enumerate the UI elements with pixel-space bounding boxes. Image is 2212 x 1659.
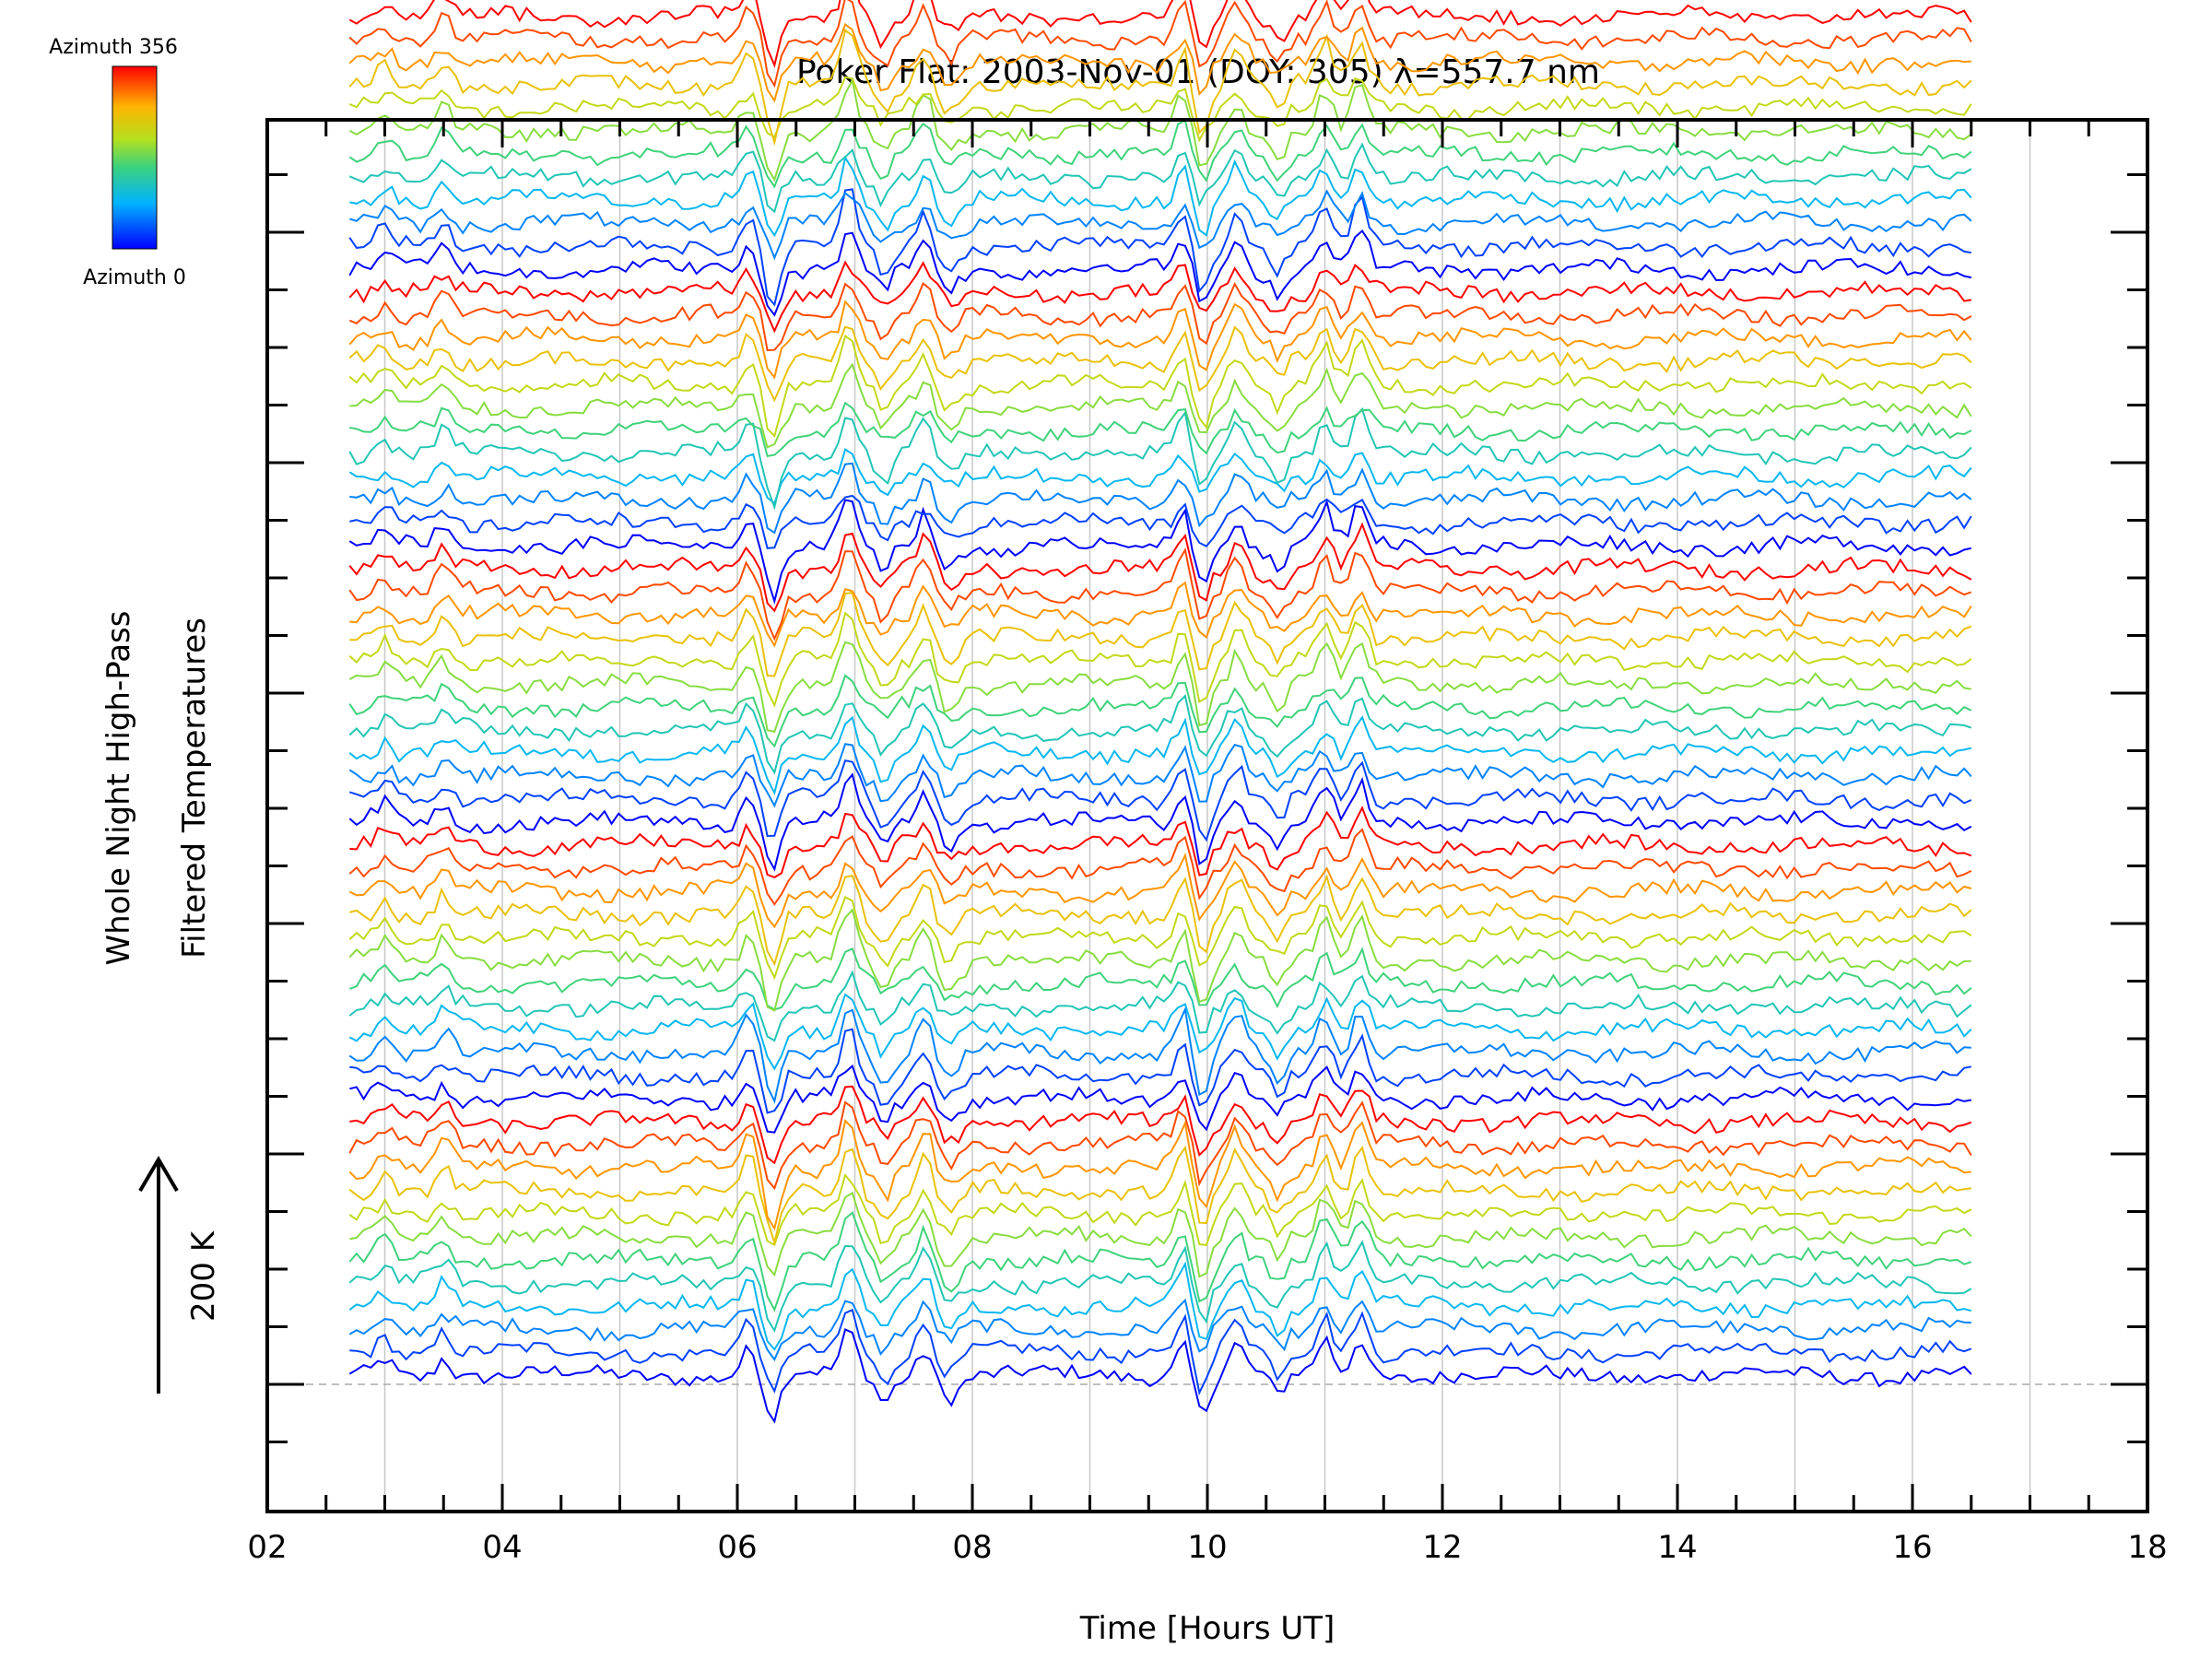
series-line: [348, 993, 1972, 1071]
series-line: [349, 874, 1972, 967]
colorbar-top-label: Azimuth 356: [49, 36, 178, 59]
series-line: [349, 1028, 1971, 1114]
series-line: [349, 1064, 1971, 1134]
series-line: [349, 494, 1972, 549]
series-line: [349, 592, 1972, 677]
series-line: [348, 334, 1972, 438]
series-line: [348, 229, 1972, 317]
series-line: [348, 947, 1972, 1011]
series-line: [348, 499, 1972, 605]
series-line: [348, 715, 1972, 796]
series-line: [348, 260, 1971, 334]
series-line: [348, 759, 1972, 842]
x-tick-label: 06: [717, 1529, 757, 1566]
series-line: [348, 119, 1972, 189]
series-line: [349, 401, 1972, 458]
x-tick-label: 12: [1422, 1529, 1462, 1566]
series-line: [348, 1261, 1972, 1351]
series-line: [348, 76, 1972, 182]
series-line: [348, 22, 1971, 103]
colorbar-bar: [112, 65, 158, 250]
y-axis-label-line-1: Whole Night High-Pass: [100, 611, 137, 966]
x-tick-label: 04: [482, 1529, 522, 1566]
series-line: [348, 29, 1972, 147]
series-line: [348, 1298, 1971, 1362]
series-line: [349, 581, 1972, 648]
series-line: [348, 908, 1971, 1012]
series-line: [348, 300, 1972, 380]
series-line: [348, 1006, 1971, 1104]
series-line: [348, 448, 1972, 505]
series-line: [349, 1191, 1972, 1278]
series-line: [348, 406, 1972, 511]
series-line: [348, 611, 1972, 708]
series-line: [348, 1172, 1972, 1247]
series-line: [348, 828, 1972, 906]
series-line: [348, 547, 1972, 641]
series-line: [349, 1308, 1972, 1396]
series-line: [348, 522, 1972, 613]
series-line: [348, 674, 1972, 748]
series-line: [348, 142, 1972, 214]
series-line: [348, 896, 1972, 981]
x-tick-label: 02: [247, 1529, 287, 1566]
trace-stack: [348, 0, 1972, 1424]
series-line: [349, 462, 1972, 535]
y-axis-label: Whole Night High-Pass Filtered Temperatu…: [100, 611, 213, 966]
x-tick-label: 08: [952, 1529, 992, 1566]
x-tick-label: 10: [1187, 1529, 1227, 1566]
series-line: [348, 189, 1972, 261]
grid-lines: [267, 124, 2147, 1508]
series-line: [348, 0, 1972, 68]
series-line: [349, 806, 1972, 879]
series-line: [348, 693, 1972, 775]
series-line: [349, 155, 1972, 238]
scale-arrow: 200 K: [138, 1156, 222, 1394]
series-line: [348, 1240, 1972, 1333]
x-tick-labels: 02 04 06 08 10 12 14 16 18: [247, 1529, 2167, 1566]
scale-arrow-head: [138, 1156, 179, 1193]
series-line: [348, 970, 1972, 1042]
y-axis-label-line-2: Filtered Temperatures: [176, 618, 213, 959]
series-line: [348, 1328, 1972, 1424]
series-line: [349, 1085, 1972, 1165]
series-line: [348, 1210, 1972, 1312]
x-tick-label: 16: [1892, 1529, 1932, 1566]
series-line: [348, 641, 1971, 734]
series-line: [348, 852, 1972, 929]
series-line: [348, 76, 1972, 143]
series-line: [348, 1100, 1972, 1191]
x-axis-label: Time [Hours UT]: [1079, 1610, 1335, 1647]
colorbar-bottom-label: Azimuth 0: [83, 266, 186, 289]
series-line: [348, 188, 1971, 307]
series-line: [348, 743, 1972, 808]
series-line: [348, 325, 1972, 403]
scale-label: 200 K: [185, 1230, 222, 1322]
series-line: [348, 1145, 1971, 1246]
x-tick-label: 14: [1657, 1529, 1697, 1566]
colorbar: Azimuth 356 Azimuth 0: [49, 36, 186, 289]
series-line: [348, 772, 1972, 872]
series-line: [348, 0, 1972, 88]
series-line: [348, 1118, 1971, 1231]
x-tick-label: 18: [2127, 1529, 2167, 1566]
series-line: [349, 362, 1972, 449]
plot-frame: [265, 118, 2149, 1513]
series-line: [348, 281, 1972, 352]
